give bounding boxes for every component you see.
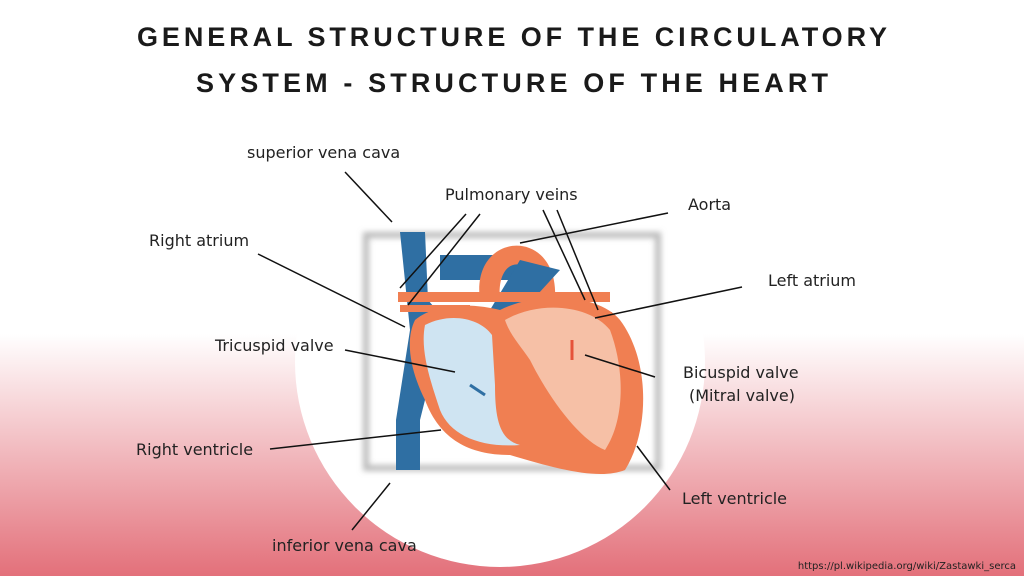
label: Right ventricle (136, 440, 253, 459)
source-link: https://pl.wikipedia.org/wiki/Zastawki_s… (798, 561, 1016, 572)
label: (Mitral valve) (689, 386, 795, 405)
label: inferior vena cava (272, 536, 417, 555)
label: superior vena cava (247, 143, 400, 162)
leader-lines (257, 171, 743, 531)
title-line: SYSTEM - STRUCTURE OF THE HEART (196, 68, 829, 98)
label: Left atrium (768, 271, 856, 290)
label: Pulmonary veins (445, 185, 578, 204)
label: Bicuspid valve (683, 363, 799, 382)
heart-illustration (363, 232, 661, 475)
label: Tricuspid valve (214, 336, 334, 355)
title-line: GENERAL STRUCTURE OF THE CIRCULATORY (137, 22, 887, 52)
label: Left ventricle (682, 489, 787, 508)
label: Aorta (688, 195, 731, 214)
label: Right atrium (149, 231, 249, 250)
